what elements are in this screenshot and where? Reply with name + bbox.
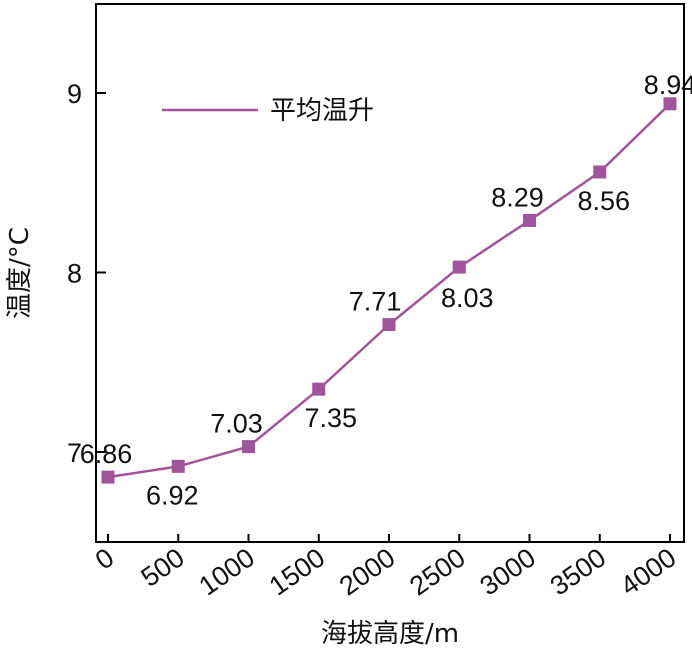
series-markers — [101, 97, 677, 484]
data-value-label: 8.56 — [577, 186, 630, 216]
data-point-marker — [382, 318, 396, 332]
data-value-label: 7.03 — [210, 409, 263, 439]
data-point-marker — [242, 440, 255, 454]
data-point-marker — [523, 213, 536, 227]
y-axis-title: 温度/°C — [5, 227, 35, 319]
data-labels: 6.86 6.92 7.03 7.35 7.71 8.03 8.29 8.56 8.94 — [80, 70, 692, 511]
data-point-marker — [452, 260, 466, 274]
data-point-marker — [101, 470, 115, 484]
y-tick-label: 8 — [67, 259, 82, 289]
x-axis-title: 海拔高度/m — [321, 619, 459, 649]
data-value-label: 7.35 — [304, 403, 357, 433]
x-tick-label: 4000 — [615, 542, 681, 601]
data-point-marker — [663, 97, 677, 111]
x-axis-ticks: 0 500 1000 1500 2000 2500 3000 3500 4000 — [90, 534, 681, 601]
data-point-marker — [171, 459, 185, 473]
data-point-marker — [593, 165, 607, 179]
data-value-label: 7.71 — [349, 287, 402, 317]
data-value-label: 6.86 — [80, 439, 133, 469]
data-value-label: 8.94 — [644, 70, 692, 100]
x-tick-label: 1000 — [194, 542, 260, 601]
data-value-label: 8.03 — [441, 283, 494, 313]
x-tick-label: 3000 — [475, 542, 541, 601]
x-tick-label: 500 — [136, 542, 190, 592]
y-tick-label: 9 — [67, 79, 82, 109]
legend: 平均温升 — [162, 96, 374, 126]
x-tick-label: 0 — [90, 542, 120, 575]
data-point-marker — [312, 382, 326, 396]
y-tick-label: 7 — [67, 438, 82, 468]
x-tick-label: 2500 — [404, 542, 470, 601]
data-value-label: 8.29 — [491, 182, 544, 212]
x-tick-label: 1500 — [264, 542, 330, 601]
data-value-label: 6.92 — [146, 480, 199, 510]
x-tick-label: 3500 — [545, 542, 611, 601]
legend-label: 平均温升 — [270, 96, 374, 126]
x-tick-label: 2000 — [334, 542, 400, 601]
y-axis-ticks: 7 8 9 — [67, 79, 106, 468]
